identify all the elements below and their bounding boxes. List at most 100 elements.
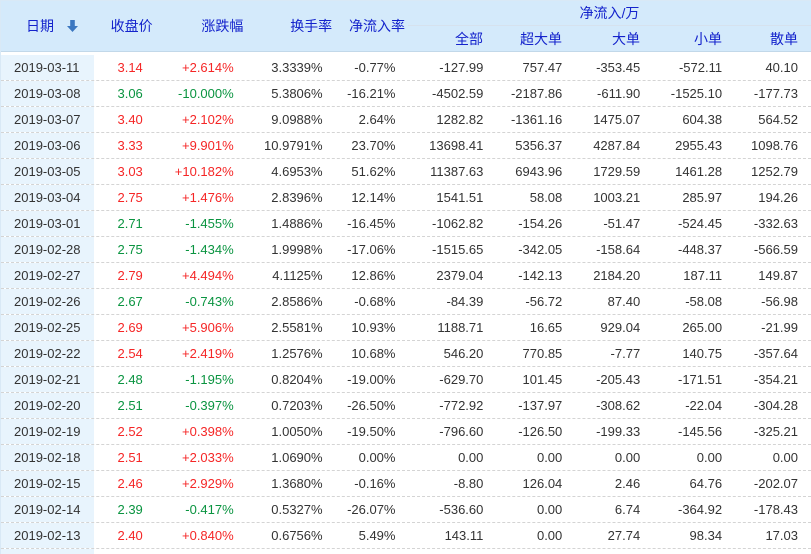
cell-change: +9.901% (182, 138, 234, 153)
cell-inflow-rate: -0.16% (354, 476, 396, 491)
cell-date: 2019-02-14 (1, 497, 94, 522)
cell-close: 3.03 (117, 164, 143, 179)
cell-date: 2019-02-22 (1, 341, 94, 366)
column-header-large[interactable]: 大单 (612, 30, 640, 47)
cell-change: +1.476% (182, 190, 234, 205)
cell-retail: -357.64 (753, 346, 798, 361)
cell-retail: 564.52 (758, 112, 798, 127)
cell-change: -10.000% (178, 86, 234, 101)
cell-turnover: 2.8586% (271, 294, 323, 309)
cell-date: 2019-02-13 (1, 523, 94, 548)
cell-retail: -332.63 (753, 216, 798, 231)
cell-all: 11387.63 (430, 164, 484, 179)
cell-retail: 0.00 (772, 450, 798, 465)
cell-change: +10.182% (174, 164, 234, 179)
column-header-super-large[interactable]: 超大单 (520, 30, 562, 47)
cell-close: 2.51 (117, 398, 143, 413)
header-gap (1, 52, 811, 55)
column-header-close[interactable]: 收盘价 (110, 18, 153, 34)
cell-super-large: 6943.96 (515, 164, 563, 179)
cell-date: 2019-02-21 (1, 367, 94, 392)
cell-change: +2.929% (182, 476, 234, 491)
cell-large: 87.40 (607, 294, 641, 309)
column-header-turnover[interactable]: 换手率 (290, 18, 333, 34)
cell-close: 2.48 (117, 372, 143, 387)
cell-change: +2.102% (182, 112, 234, 127)
cell-change: -1.195% (185, 372, 234, 387)
cell-retail: -304.28 (753, 398, 798, 413)
cell-inflow-rate: 5.49% (358, 528, 396, 543)
cell-large: 929.04 (600, 320, 641, 335)
cell-small: 0.00 (696, 450, 723, 465)
cell-date: 2019-02-28 (1, 237, 94, 262)
cell-large: 27.74 (607, 528, 641, 543)
cell-large: -611.90 (597, 86, 641, 101)
cell-close: 3.33 (117, 138, 143, 153)
column-header-all[interactable]: 全部 (455, 30, 483, 47)
cell-turnover: 1.4886% (271, 216, 323, 231)
cell-close: 2.51 (117, 450, 143, 465)
cell-large: -199.33 (596, 424, 641, 439)
table-row: 2019-02-15 2.46 +2.929% 1.3680% -0.16% -8.80 1… (1, 471, 811, 497)
cell-small: -572.11 (678, 60, 723, 75)
cell-super-large: -126.50 (518, 424, 563, 439)
cell-super-large: 0.00 (536, 450, 563, 465)
table-header: 日期 收盘价 涨跌幅 换手率 净流入率 净流入/万 全部 超大单 大单 小单 散… (1, 1, 811, 51)
cell-inflow-rate: 10.68% (351, 346, 396, 361)
cell-inflow-rate: -19.50% (347, 424, 396, 439)
cell-inflow-rate: 2.64% (358, 112, 396, 127)
cell-large: -353.45 (596, 60, 641, 75)
sort-descending-icon (67, 20, 78, 32)
cell-all: -127.99 (439, 60, 484, 75)
cell-date: 2019-02-15 (1, 471, 94, 496)
table-row: 2019-02-22 2.54 +2.419% 1.2576% 10.68% 546.20… (1, 341, 811, 367)
cell-retail: 40.10 (765, 60, 798, 75)
cell-date: 2019-02-19 (1, 419, 94, 444)
cell-close: 3.06 (117, 86, 143, 101)
cell-close: 2.40 (117, 528, 143, 543)
cell-inflow-rate: -16.45% (347, 216, 396, 231)
cell-close: 2.39 (117, 502, 143, 517)
cell-super-large: -1361.16 (510, 112, 563, 127)
cell-all: 0.00 (458, 450, 484, 465)
cell-inflow-rate: 12.14% (351, 190, 396, 205)
column-header-inflow-rate[interactable]: 净流入率 (349, 18, 405, 34)
cell-close: 2.71 (117, 216, 143, 231)
column-header-retail[interactable]: 散单 (770, 30, 798, 47)
cell-inflow-rate: 0.00% (358, 450, 396, 465)
cell-turnover: 4.1125% (272, 268, 323, 283)
cell-retail: 194.26 (758, 190, 798, 205)
cell-large: -158.64 (596, 242, 641, 257)
cell-date: 2019-02-25 (1, 315, 94, 340)
column-header-change[interactable]: 涨跌幅 (201, 18, 244, 34)
cell-date: 2019-03-06 (1, 133, 94, 158)
cell-close: 2.75 (117, 242, 143, 257)
column-header-date[interactable]: 日期 (1, 1, 94, 51)
cell-all: -4502.59 (432, 86, 484, 101)
column-header-date-label: 日期 (26, 18, 54, 34)
column-group-net-inflow: 净流入/万 全部 超大单 大单 小单 散单 (408, 1, 811, 51)
cell-retail: -202.07 (753, 476, 798, 491)
cell-close: 2.69 (117, 320, 143, 335)
cell-date: 2019-02-27 (1, 263, 94, 288)
cell-large: 1003.21 (593, 190, 641, 205)
cell-turnover: 0.7203% (271, 398, 323, 413)
table-row: 2019-02-21 2.48 -1.195% 0.8204% -19.00% -629.… (1, 367, 811, 393)
table-row: 2019-03-01 2.71 -1.455% 1.4886% -16.45% -1062… (1, 211, 811, 237)
column-group-net-inflow-label: 净流入/万 (579, 5, 640, 21)
cell-all: 1282.82 (436, 112, 484, 127)
cell-small: -171.51 (678, 372, 723, 387)
column-header-small[interactable]: 小单 (694, 30, 722, 47)
cell-change: -0.417% (185, 502, 234, 517)
cell-inflow-rate: -17.06% (347, 242, 396, 257)
cell-turnover: 1.0690% (271, 450, 323, 465)
cell-retail: -178.43 (753, 502, 798, 517)
table-row: 2019-03-07 3.40 +2.102% 9.0988% 2.64% 1282.82… (1, 107, 811, 133)
cell-inflow-rate: -26.50% (347, 398, 396, 413)
cell-close: 2.75 (117, 190, 143, 205)
table-row: 2019-02-13 2.40 +0.840% 0.6756% 5.49% 143.11 0… (1, 523, 811, 549)
cell-inflow-rate: 51.62% (351, 164, 396, 179)
cell-large: -7.77 (610, 346, 641, 361)
cell-large: 4287.84 (593, 138, 641, 153)
cell-turnover: 2.5581% (271, 320, 323, 335)
